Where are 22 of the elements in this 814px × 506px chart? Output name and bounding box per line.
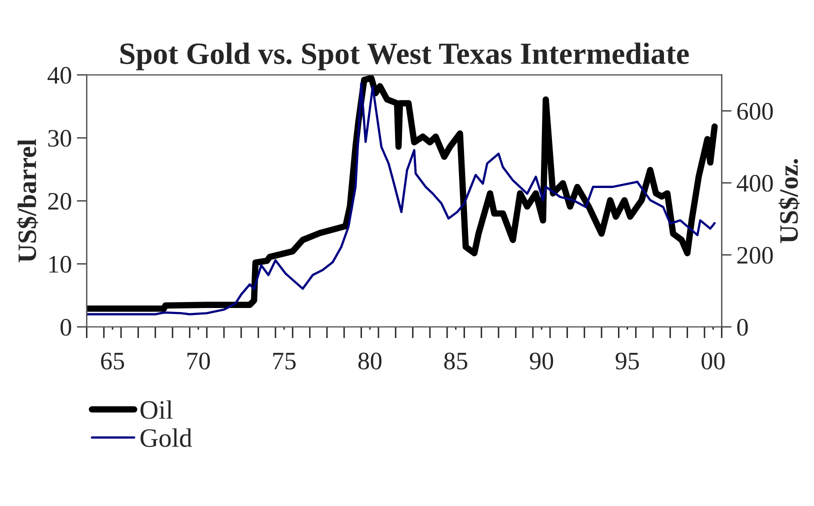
y2-tick-label: 600 xyxy=(737,102,773,120)
y2-axis-title: US$/oz. xyxy=(778,159,800,244)
y-tick-label: 40 xyxy=(48,66,72,84)
x-tick-label: 95 xyxy=(616,352,639,370)
legend-label: Oil xyxy=(140,400,173,419)
y2-tick-label: 200 xyxy=(737,246,773,264)
y2-tick-label: 0 xyxy=(737,318,748,336)
x-tick-label: 90 xyxy=(530,352,554,370)
x-tick-label: 00 xyxy=(702,352,725,370)
x-tick-label: 75 xyxy=(273,352,296,370)
y2-tick-label: 400 xyxy=(736,174,773,192)
chart-title: Spot Gold vs. Spot West Texas Intermediate xyxy=(120,42,689,70)
y-axis-title: US$/barrel xyxy=(16,139,38,262)
y-tick-label: 30 xyxy=(48,130,72,147)
y-tick-label: 10 xyxy=(49,256,72,273)
y-tick-label: 20 xyxy=(48,192,72,210)
x-tick-label: 70 xyxy=(187,352,210,370)
y-tick-label: 0 xyxy=(60,318,72,336)
x-tick-label: 80 xyxy=(358,352,382,370)
legend-label: Gold xyxy=(140,428,192,447)
x-tick-label: 65 xyxy=(101,352,124,370)
x-tick-label: 85 xyxy=(444,352,468,370)
